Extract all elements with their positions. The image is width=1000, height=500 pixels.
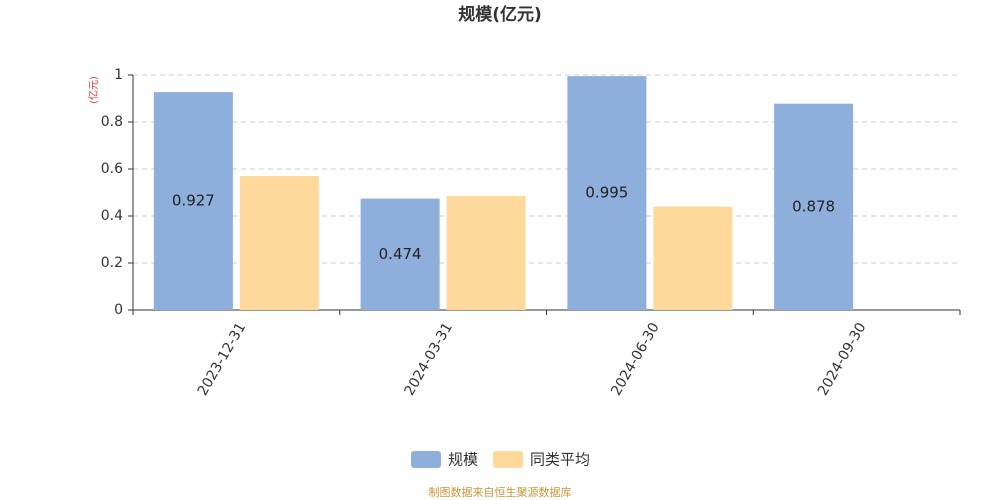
- legend-label: 同类平均: [530, 451, 590, 469]
- footer: 制图数据来自恒生聚源数据库: [429, 485, 572, 499]
- x-tick-label: 2024-03-31: [402, 320, 457, 398]
- bar: [446, 196, 526, 310]
- x-tick-label: 2024-09-30: [815, 320, 870, 398]
- bar: [153, 92, 233, 310]
- legend-swatch: [493, 451, 524, 468]
- data-label: 0.927: [172, 192, 215, 210]
- data-label: 0.474: [379, 245, 422, 263]
- bar: [239, 176, 319, 310]
- y-axis-unit: (亿元): [87, 76, 100, 104]
- y-tick-label: 0.4: [101, 208, 123, 224]
- y-tick-label: 0: [114, 302, 123, 318]
- bar: [360, 198, 440, 310]
- bar: [567, 76, 647, 310]
- legend-swatch: [411, 451, 441, 468]
- y-tick-label: 0.8: [101, 114, 123, 130]
- y-tick-label: 0.2: [101, 255, 123, 271]
- data-label: 0.878: [792, 197, 835, 215]
- chart-title: 规模(亿元): [458, 4, 542, 25]
- x-tick-label: 2024-06-30: [608, 320, 663, 398]
- y-tick-label: 1: [114, 67, 123, 83]
- x-tick-label: 2023-12-31: [195, 320, 250, 398]
- bar: [653, 206, 733, 310]
- data-label: 0.995: [585, 184, 628, 202]
- legend-label: 规模: [448, 451, 478, 469]
- y-tick-label: 0.6: [101, 161, 123, 177]
- bar: [774, 103, 854, 310]
